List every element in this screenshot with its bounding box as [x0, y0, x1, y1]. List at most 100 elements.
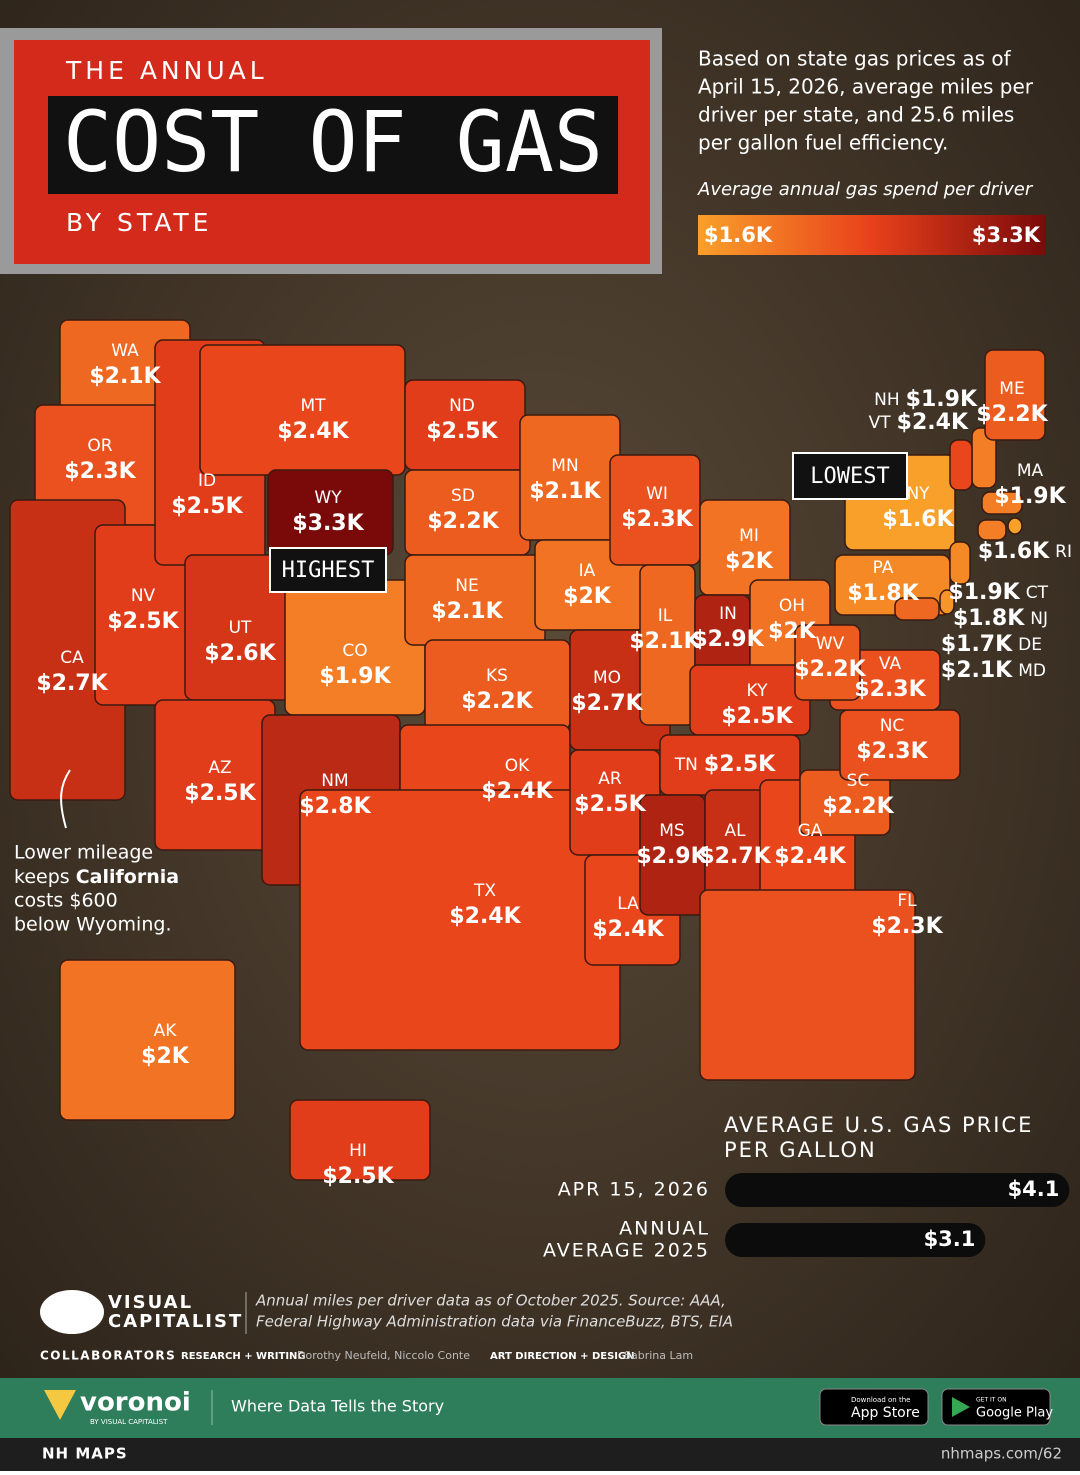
state-value: $2.5K	[322, 1164, 394, 1189]
state-region	[949, 541, 971, 585]
gas-row-label: ANNUAL	[619, 1218, 710, 1240]
state-value: $2.1K	[529, 479, 601, 504]
state-abbr: FL	[897, 891, 917, 911]
state-value: $2.3K	[621, 507, 693, 532]
gas-title: AVERAGE U.S. GAS PRICE	[724, 1113, 1033, 1137]
state-value: $1.9K	[994, 484, 1066, 509]
state-abbr: AR	[598, 769, 622, 789]
legend: $1.6K $3.3K	[704, 223, 1041, 247]
state-value: $2.5K	[574, 792, 646, 817]
annotation: costs $600	[14, 890, 118, 912]
state-abbr: VA	[879, 654, 902, 674]
description-line: driver per state, and 25.6 miles	[698, 103, 1014, 127]
state-abbr: KS	[486, 666, 508, 686]
state-value: $2.3K	[856, 739, 928, 764]
state-abbr: OH	[779, 596, 805, 616]
gas-bar	[725, 1223, 986, 1257]
state-abbr: ID	[198, 471, 216, 491]
state-abbr: MD	[1018, 661, 1046, 681]
state-abbr: NM	[321, 771, 348, 791]
state-value: $2.4K	[592, 917, 664, 942]
state-label: $1.6K RI	[978, 539, 1072, 564]
title: COST OF GAS	[63, 93, 603, 191]
state-value: $2.2K	[976, 402, 1048, 427]
state-region	[699, 889, 916, 1081]
source: Annual miles per driver data as of Octob…	[255, 1292, 733, 1331]
state-value: $2.5K	[107, 609, 179, 634]
state-abbr: SD	[451, 486, 475, 506]
annotation: keeps	[14, 866, 76, 888]
state-value: $2K	[768, 619, 817, 644]
gas-value: $3.1	[924, 1227, 976, 1251]
state-value: $2.5K	[704, 752, 776, 777]
state-region	[939, 589, 955, 615]
description-line: per gallon fuel efficiency.	[698, 131, 948, 155]
state-value: $2.4K	[277, 419, 349, 444]
state-abbr: ME	[999, 379, 1024, 399]
state-abbr: WI	[646, 484, 668, 504]
state-value: $1.8K	[953, 606, 1025, 631]
state-value: $2.2K	[461, 689, 533, 714]
state-value: $2.9K	[692, 627, 764, 652]
app-store: Download on the	[851, 1396, 910, 1404]
gas-row-label: APR 15, 2026	[558, 1179, 710, 1201]
app-store: App Store	[851, 1405, 920, 1421]
state-value: $2.5K	[721, 704, 793, 729]
state-abbr: AL	[724, 821, 746, 841]
subtitle: BY STATE	[66, 208, 212, 237]
state-label: NH $1.9K	[874, 387, 978, 412]
state-value: $2.7K	[571, 691, 643, 716]
state-label: $1.7K DE	[941, 632, 1042, 657]
state-abbr: IL	[658, 606, 673, 626]
state-value: $1.8K	[847, 581, 919, 606]
state-region	[949, 439, 973, 491]
state-region	[977, 519, 1007, 541]
kicker: THE ANNUAL	[65, 56, 268, 85]
google-play-button[interactable]	[941, 1388, 1051, 1426]
google-play: GET IT ON	[976, 1397, 1007, 1404]
gas-value: $4.1	[1008, 1177, 1060, 1201]
state-abbr: NC	[880, 716, 905, 736]
state-region	[519, 414, 621, 541]
state-abbr: IA	[579, 561, 596, 581]
state-region	[59, 959, 236, 1121]
state-abbr: ND	[449, 396, 475, 416]
annotation: keeps California	[14, 866, 179, 888]
google-play: Google Play	[976, 1406, 1053, 1421]
state-value: $1.9K	[948, 580, 1020, 605]
footer-logo: voronoi	[80, 1388, 191, 1418]
title-plate	[48, 96, 618, 194]
legend-bar	[698, 215, 1046, 255]
state-abbr: HI	[349, 1141, 367, 1161]
state-value: $2.4K	[481, 779, 553, 804]
state-region	[894, 597, 940, 621]
state-abbr: NH	[874, 390, 900, 410]
map: WA $2.1K OR $2.3K CA $2.7K NV $2.5K ID $2.5K MT $2.…	[9, 319, 1072, 1189]
state-abbr: OR	[87, 436, 112, 456]
state-abbr: TN	[674, 755, 698, 775]
state-abbr: CO	[342, 641, 367, 661]
state-abbr: VT	[869, 413, 892, 433]
state-label: VT $2.4K	[869, 410, 969, 435]
callout-lowest: LOWEST	[810, 464, 889, 489]
state-value: $2.5K	[426, 419, 498, 444]
state-value: $2.9K	[636, 844, 708, 869]
state-abbr: MI	[739, 526, 759, 546]
footer-logo-sub: BY VISUAL CAPITALIST	[90, 1418, 168, 1426]
state-value: $2.2K	[427, 509, 499, 534]
bottom-right: nhmaps.com/62	[941, 1445, 1062, 1463]
source-line: Annual miles per driver data as of Octob…	[255, 1292, 726, 1310]
state-value: $2.1K	[941, 658, 1013, 683]
app-store-button[interactable]	[819, 1388, 929, 1426]
tagline: Where Data Tells the Story	[231, 1397, 444, 1416]
state-value: $1.9K	[319, 664, 391, 689]
callout-highest: HIGHEST	[282, 558, 375, 583]
state-value: $1.7K	[941, 632, 1013, 657]
state-abbr: MO	[593, 668, 621, 688]
state-value: $2.1K	[89, 364, 161, 389]
description-line: Based on state gas prices as of	[698, 47, 1012, 71]
state-abbr: NV	[131, 586, 156, 606]
state-value: $2.7K	[36, 671, 108, 696]
state-value: $1.6K	[882, 507, 954, 532]
